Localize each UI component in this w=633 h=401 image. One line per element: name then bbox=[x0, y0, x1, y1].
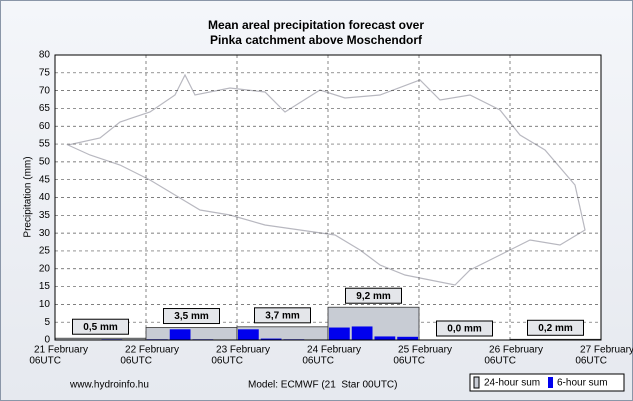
x-tick-label: 06UTC bbox=[302, 356, 334, 367]
value-label: 0,5 mm bbox=[83, 322, 118, 333]
x-tick-label: 06UTC bbox=[484, 356, 516, 367]
value-label: 0,2 mm bbox=[538, 323, 573, 334]
bar bbox=[169, 329, 191, 340]
x-tick-label: 22 February bbox=[125, 345, 179, 356]
legend-label: 6-hour sum bbox=[557, 378, 608, 389]
y-tick-label: 65 bbox=[39, 103, 51, 114]
y-axis-label: Precipitation (mm) bbox=[23, 156, 34, 237]
x-tick-label: 06UTC bbox=[29, 356, 61, 367]
y-tick-label: 30 bbox=[39, 228, 51, 239]
y-tick-label: 20 bbox=[39, 263, 51, 274]
chart-title: Pinka catchment above Moschendorf bbox=[210, 33, 423, 47]
x-tick-label: 06UTC bbox=[120, 356, 152, 367]
y-tick-label: 25 bbox=[39, 246, 51, 257]
y-tick-label: 0 bbox=[44, 335, 50, 346]
x-tick-label: 24 February bbox=[307, 345, 361, 356]
bar bbox=[145, 327, 238, 341]
value-label-box bbox=[72, 318, 129, 335]
y-tick-label: 40 bbox=[39, 192, 51, 203]
y-tick-label: 60 bbox=[39, 121, 51, 132]
value-label-box bbox=[254, 307, 311, 324]
legend-label: 24-hour sum bbox=[484, 378, 540, 389]
y-tick-label: 75 bbox=[39, 67, 51, 78]
map-outline bbox=[66, 73, 586, 286]
bar bbox=[351, 326, 373, 340]
y-tick-label: 50 bbox=[39, 157, 51, 168]
plot-frame bbox=[54, 54, 602, 341]
bar bbox=[238, 329, 259, 340]
legend-swatch bbox=[548, 377, 553, 388]
y-tick-label: 55 bbox=[39, 139, 51, 150]
value-label: 0,0 mm bbox=[447, 324, 482, 335]
legend-swatch bbox=[473, 376, 480, 389]
chart-title: Mean areal precipitation forecast over bbox=[208, 18, 424, 32]
x-tick-label: 06UTC bbox=[575, 356, 607, 367]
value-label-box bbox=[436, 320, 493, 337]
value-label: 9,2 mm bbox=[356, 291, 391, 302]
y-tick-label: 45 bbox=[39, 174, 51, 185]
bar bbox=[260, 338, 282, 340]
y-tick-label: 10 bbox=[39, 299, 51, 310]
x-tick-label: 23 February bbox=[216, 345, 270, 356]
bar bbox=[329, 327, 350, 340]
y-tick-label: 35 bbox=[39, 210, 51, 221]
value-label-box bbox=[527, 319, 584, 336]
y-tick-label: 15 bbox=[39, 281, 51, 292]
value-label: 3,7 mm bbox=[265, 310, 300, 321]
bar bbox=[374, 336, 396, 340]
legend bbox=[469, 373, 625, 392]
x-tick-label: 26 February bbox=[489, 345, 543, 356]
x-tick-label: 25 February bbox=[398, 345, 452, 356]
y-tick-label: 5 bbox=[44, 317, 50, 328]
model-note: Model: ECMWF (21 Star 00UTC) bbox=[248, 380, 397, 391]
x-tick-label: 06UTC bbox=[393, 356, 425, 367]
bar bbox=[397, 336, 418, 340]
value-label: 3,5 mm bbox=[174, 311, 209, 322]
y-tick-label: 80 bbox=[39, 50, 51, 61]
y-tick-label: 70 bbox=[39, 85, 51, 96]
value-label-box bbox=[163, 308, 220, 325]
x-tick-label: 06UTC bbox=[211, 356, 243, 367]
x-tick-label: 27 February bbox=[580, 345, 633, 356]
x-tick-label: 21 February bbox=[34, 345, 88, 356]
source: www.hydroinfo.hu bbox=[69, 380, 149, 391]
value-label-box bbox=[345, 287, 402, 304]
